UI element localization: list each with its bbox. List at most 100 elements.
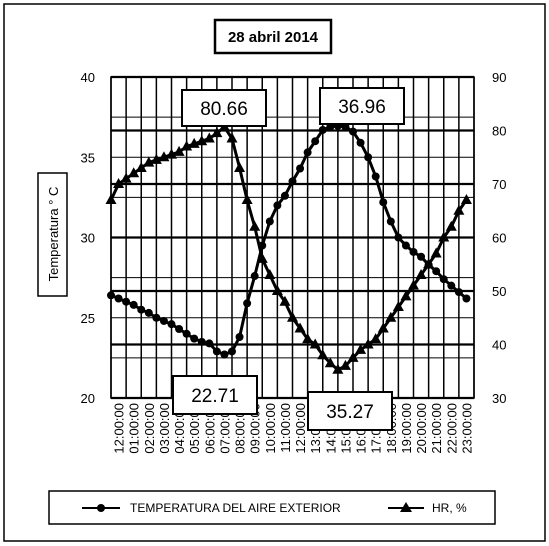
humidity-point	[241, 194, 253, 205]
temperature-point	[205, 339, 214, 348]
y2-tick-label: 70	[492, 177, 506, 192]
temperature-point	[417, 252, 426, 261]
humidity-point	[339, 359, 351, 370]
humidity-point	[362, 338, 374, 349]
y2-tick-label: 90	[492, 70, 506, 85]
humidity-point	[113, 178, 125, 188]
temperature-point	[318, 125, 327, 134]
temperature-point	[432, 267, 441, 276]
humidity-point	[460, 194, 472, 205]
humidity-point	[302, 333, 314, 344]
humidity-point	[377, 322, 389, 333]
y2-tick-label: 80	[492, 124, 506, 139]
annotation-box	[319, 87, 405, 125]
humidity-point	[347, 351, 359, 362]
temperature-point	[303, 148, 312, 157]
temperature-point	[462, 294, 471, 303]
humidity-point	[408, 279, 419, 290]
temperature-point	[371, 172, 380, 181]
humidity-point	[256, 252, 268, 263]
temperature-point	[167, 320, 176, 329]
annotation-box	[307, 391, 393, 431]
temperature-point	[265, 217, 274, 226]
temperature-point	[349, 127, 357, 136]
legend-entry-humidity: HR, %	[432, 501, 467, 515]
humidity-point	[453, 204, 465, 215]
temperature-point	[447, 281, 456, 290]
humidity-point	[317, 349, 329, 360]
annotation-label: 35.27	[326, 402, 374, 423]
x-tick-label: 09:00:00	[248, 403, 263, 454]
humidity-point	[203, 132, 215, 143]
temperature-point	[250, 272, 259, 281]
humidity-point	[438, 231, 450, 242]
x-tick-label: 01:00:00	[127, 403, 142, 454]
humidity-point	[181, 140, 193, 151]
humidity-point	[309, 338, 321, 349]
plot-border	[110, 76, 475, 399]
temperature-point	[280, 191, 289, 200]
temperature-point	[454, 288, 463, 297]
humidity-point	[173, 145, 185, 156]
humidity-point	[445, 220, 457, 231]
x-tick-label: 21:00:00	[429, 403, 444, 454]
humidity-point	[188, 137, 200, 148]
temperature-point	[182, 329, 191, 338]
temperature-point	[212, 347, 221, 356]
temperature-point	[235, 333, 244, 342]
humidity-point	[166, 148, 177, 159]
humidity-point	[150, 153, 162, 164]
y2-tick-label: 40	[492, 338, 506, 353]
y-tick-label: 40	[81, 70, 95, 85]
x-tick-label: 19:00:00	[399, 403, 414, 454]
temperature-point	[296, 164, 305, 173]
temperature-point	[379, 198, 388, 207]
legend-circle-marker	[97, 504, 105, 512]
annotation-box	[172, 375, 258, 415]
humidity-point	[264, 268, 276, 279]
humidity-point	[332, 363, 344, 374]
temperature-point	[356, 138, 365, 147]
x-tick-label: 04:00:00	[172, 403, 187, 454]
y-tick-label: 35	[81, 150, 95, 165]
humidity-point	[355, 343, 367, 354]
humidity-point	[324, 357, 336, 368]
humidity-point	[105, 194, 117, 205]
x-tick-label: 05:00:00	[187, 403, 202, 454]
humidity-point	[385, 311, 397, 322]
humidity-point	[143, 156, 155, 167]
temperature-point	[175, 324, 184, 333]
temperature-point	[273, 201, 282, 210]
humidity-point	[226, 132, 238, 143]
temperature-point	[364, 153, 373, 162]
y2-tick-label: 50	[492, 284, 506, 299]
y-tick-label: 20	[81, 391, 95, 406]
temperature-point	[107, 291, 115, 300]
legend-entry-temperature: TEMPERATURA DEL AIRE EXTERIOR	[130, 501, 341, 515]
x-tick-label: 07:00:00	[217, 403, 232, 454]
temperature-point	[220, 350, 229, 359]
temperature-point	[409, 247, 418, 256]
humidity-point	[135, 161, 147, 172]
annotation-label: 22.71	[191, 386, 239, 407]
humidity-point	[430, 247, 442, 258]
humidity-point	[415, 268, 427, 279]
y-tick-label: 25	[81, 311, 95, 326]
x-tick-label: 20:00:00	[414, 403, 429, 454]
x-tick-label: 23:00:00	[459, 403, 474, 454]
temperature-point	[386, 217, 395, 226]
temperature-point	[401, 241, 410, 250]
temperature-point	[129, 300, 138, 309]
humidity-point	[128, 167, 140, 178]
humidity-point	[234, 161, 246, 172]
temperature-point	[311, 137, 320, 146]
temperature-point	[159, 316, 168, 325]
temperature-point	[197, 337, 206, 346]
humidity-point	[287, 311, 298, 322]
temperature-point	[243, 299, 252, 308]
x-tick-label: 12:00:00	[112, 403, 127, 454]
x-tick-label: 02:00:00	[142, 403, 157, 454]
x-tick-label: 03:00:00	[157, 403, 172, 454]
humidity-point	[400, 290, 412, 301]
